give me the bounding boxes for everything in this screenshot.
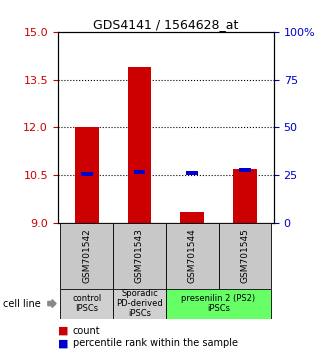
Bar (81, 172, 93, 176)
Bar (75, 127, 99, 223)
Title: GDS4141 / 1564628_at: GDS4141 / 1564628_at (93, 18, 239, 31)
Text: Sporadic
PD-derived
iPSCs: Sporadic PD-derived iPSCs (116, 289, 163, 319)
Bar (186, 171, 198, 175)
FancyBboxPatch shape (113, 289, 166, 319)
Text: GSM701545: GSM701545 (240, 228, 249, 283)
Bar (180, 212, 204, 223)
FancyBboxPatch shape (113, 223, 166, 289)
FancyBboxPatch shape (60, 223, 113, 289)
Text: presenilin 2 (PS2)
iPSCs: presenilin 2 (PS2) iPSCs (182, 294, 256, 313)
FancyBboxPatch shape (166, 223, 218, 289)
Text: cell line: cell line (3, 298, 41, 309)
Text: GSM701544: GSM701544 (188, 228, 197, 283)
Text: control
IPSCs: control IPSCs (72, 294, 101, 313)
Text: GSM701543: GSM701543 (135, 228, 144, 283)
Bar (239, 168, 251, 172)
Bar (134, 170, 146, 175)
FancyBboxPatch shape (166, 289, 271, 319)
FancyBboxPatch shape (60, 289, 113, 319)
Text: percentile rank within the sample: percentile rank within the sample (73, 338, 238, 348)
FancyBboxPatch shape (218, 223, 271, 289)
Text: ■: ■ (58, 326, 68, 336)
Text: count: count (73, 326, 100, 336)
Text: ■: ■ (58, 338, 68, 348)
Text: GSM701542: GSM701542 (82, 228, 91, 283)
Bar (128, 67, 151, 223)
Bar (233, 170, 257, 223)
